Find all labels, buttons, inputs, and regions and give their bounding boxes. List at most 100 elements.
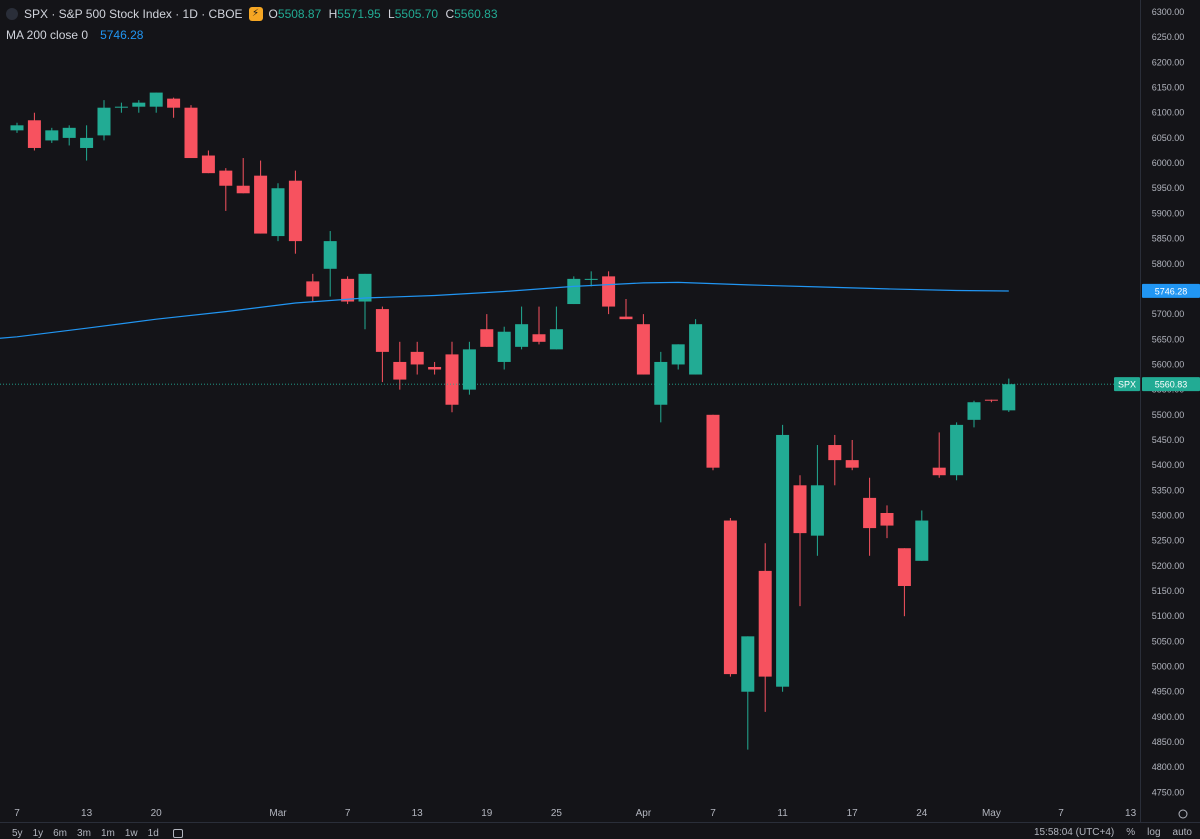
candle-up bbox=[654, 351, 668, 423]
last-price-badge[interactable]: SPX 5560.83 bbox=[1114, 377, 1200, 392]
price-tick-label: 5200.00 bbox=[1152, 561, 1185, 571]
range-1d-button[interactable]: 1d bbox=[147, 827, 159, 839]
candle-down bbox=[375, 306, 389, 383]
candle-up bbox=[462, 341, 476, 395]
range-5y-button[interactable]: 5y bbox=[12, 827, 23, 839]
candle-body bbox=[845, 460, 859, 468]
candle-body bbox=[636, 324, 650, 375]
candle-body bbox=[10, 125, 24, 131]
candle-up bbox=[114, 102, 128, 113]
candle-body bbox=[776, 434, 790, 687]
candle-down bbox=[236, 158, 250, 194]
candle-body bbox=[567, 278, 581, 305]
candle-body bbox=[323, 241, 337, 269]
candle-up bbox=[358, 273, 372, 330]
log-toggle[interactable]: log bbox=[1147, 827, 1161, 838]
time-tick-label: 7 bbox=[1058, 808, 1064, 819]
candle-body bbox=[236, 185, 250, 194]
ma-200-polyline bbox=[0, 281, 1009, 339]
candle-up bbox=[584, 271, 598, 287]
candle-body bbox=[167, 98, 181, 108]
candle-down bbox=[288, 170, 302, 254]
candle-body bbox=[984, 399, 998, 401]
price-tick-label: 5600.00 bbox=[1152, 359, 1185, 369]
candle-body bbox=[515, 324, 529, 347]
candle-body bbox=[741, 636, 755, 692]
candle-up bbox=[62, 125, 76, 146]
price-axis[interactable]: 6300.00 6250.00 6200.00 6150.00 6100.00 6050.… bbox=[1114, 0, 1200, 822]
symbol-title[interactable]: SPX · S&P 500 Stock Index · 1D · CBOE bbox=[24, 7, 243, 21]
candle-down bbox=[532, 306, 546, 345]
percent-toggle[interactable]: % bbox=[1126, 827, 1136, 838]
candle-down bbox=[445, 341, 459, 413]
lightning-icon[interactable]: ⚡ bbox=[248, 7, 263, 21]
candle-body bbox=[863, 497, 877, 529]
range-6m-button[interactable]: 6m bbox=[53, 827, 68, 839]
axis-settings-icon[interactable] bbox=[1178, 809, 1188, 819]
price-tick-label: 4800.00 bbox=[1152, 762, 1185, 772]
candle-down bbox=[932, 432, 946, 478]
ma-price-badge-bg bbox=[1142, 283, 1200, 298]
symbol-tag-bg bbox=[1114, 377, 1140, 392]
candle-body bbox=[532, 334, 546, 342]
candle-up bbox=[567, 276, 581, 305]
range-1y-button[interactable]: 1y bbox=[32, 827, 44, 839]
candle-body bbox=[462, 349, 476, 390]
candle-down bbox=[184, 105, 198, 159]
candle-body bbox=[80, 137, 94, 148]
time-tick-label: Apr bbox=[636, 808, 652, 819]
settings-ring bbox=[1178, 809, 1188, 819]
range-3m-button[interactable]: 3m bbox=[77, 827, 91, 839]
candle-down bbox=[393, 341, 407, 390]
candle-body bbox=[445, 354, 459, 405]
candle-body bbox=[602, 276, 616, 307]
price-tick-label: 4900.00 bbox=[1152, 712, 1185, 722]
price-tick-label: 5700.00 bbox=[1152, 309, 1185, 319]
candle-body bbox=[950, 424, 964, 476]
auto-toggle[interactable]: auto bbox=[1172, 827, 1192, 838]
candle-down bbox=[758, 543, 772, 712]
price-tick-label: 6100.00 bbox=[1152, 108, 1185, 118]
candle-down bbox=[880, 505, 894, 539]
candle-up bbox=[80, 125, 94, 161]
range-1w-button[interactable]: 1w bbox=[124, 827, 138, 839]
candle-down bbox=[984, 399, 998, 403]
ma-price-badge[interactable]: 5746.28 bbox=[1142, 283, 1200, 298]
price-tick-label: 6300.00 bbox=[1152, 7, 1185, 17]
price-tick-label: 5450.00 bbox=[1152, 435, 1185, 445]
candle-body bbox=[219, 170, 233, 186]
candle-down bbox=[793, 475, 807, 607]
price-tick-label: 6150.00 bbox=[1152, 83, 1185, 93]
ma-row[interactable]: MA 200 close 0 5746.28 bbox=[6, 26, 502, 44]
time-tick-label: 19 bbox=[481, 808, 493, 819]
time-tick-label: 7 bbox=[345, 808, 351, 819]
candle-body bbox=[341, 278, 355, 302]
ma-label: MA 200 close 0 bbox=[6, 28, 89, 42]
calendar-icon[interactable] bbox=[172, 828, 183, 838]
ohlc-values: O5508.87 H5571.95 L5505.70 C5560.83 bbox=[269, 5, 502, 23]
time-tick-label: 7 bbox=[710, 808, 716, 819]
candle-down bbox=[845, 439, 859, 471]
time-axis[interactable]: 7 13 20 Mar 7 13 19 25 Apr 7 11 17 24 May 7 13 bbox=[0, 808, 1200, 823]
high-key: H bbox=[328, 7, 338, 21]
candle-up bbox=[323, 231, 337, 297]
candle-down bbox=[254, 160, 268, 234]
candle-up bbox=[271, 183, 285, 242]
candle-body bbox=[584, 278, 598, 280]
candle-body bbox=[97, 107, 111, 136]
time-tick-label: Mar bbox=[269, 808, 287, 819]
range-1m-button[interactable]: 1m bbox=[100, 827, 115, 839]
candle-up bbox=[132, 100, 146, 113]
candle-up bbox=[967, 400, 981, 428]
candle-body bbox=[184, 107, 198, 159]
candle-down bbox=[410, 341, 424, 375]
candle-body bbox=[880, 512, 894, 526]
clock-time[interactable]: 15:58:04 (UTC+4) bbox=[1033, 827, 1115, 838]
price-tick-label: 6250.00 bbox=[1152, 32, 1185, 42]
price-tick-label: 5900.00 bbox=[1152, 208, 1185, 218]
time-tick-label: May bbox=[982, 808, 1001, 819]
price-tick-label: 5350.00 bbox=[1152, 485, 1185, 495]
close-value: 5560.83 bbox=[454, 7, 498, 21]
candle-body bbox=[254, 175, 268, 234]
